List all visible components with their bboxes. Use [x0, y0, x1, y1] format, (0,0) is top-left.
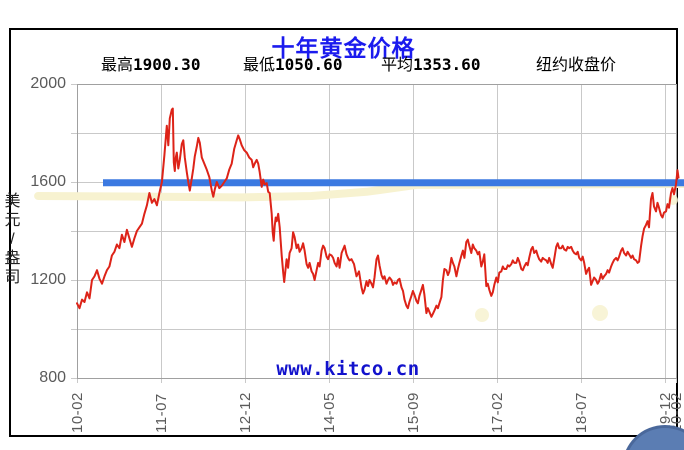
x-tick-label: 12-12: [237, 392, 254, 433]
stat-avg: 平均1353.60: [381, 51, 480, 75]
x-tick-label: 11-07: [153, 393, 170, 433]
x-tick-label: 15-09: [405, 392, 422, 433]
stat-high-label: 最高: [101, 57, 134, 74]
stats-row: 最高1900.30 最低1050.60 平均1353.60 纽约收盘价: [9, 51, 678, 74]
y-axis-unit-char: 美: [4, 193, 21, 210]
y-tick-label: 1600: [30, 173, 66, 190]
y-tick-label: 800: [39, 369, 66, 386]
kitco-watermark: www.kitco.cn: [276, 358, 420, 380]
y-axis-unit-char: 司: [4, 269, 21, 286]
price-type-label: 纽约收盘价: [536, 57, 617, 74]
stat-avg-label: 平均: [381, 57, 414, 74]
stat-low: 最低1050.60: [243, 51, 342, 75]
x-tick-label: 18-07: [573, 392, 590, 433]
x-tick-label: 10-02: [69, 392, 86, 433]
y-axis-unit-label: 美元 / 盎司: [3, 192, 22, 287]
y-tick-label: 1200: [30, 271, 66, 288]
stat-low-label: 最低: [243, 57, 276, 74]
stat-low-value: 1050.60: [275, 55, 343, 74]
chart-title: 十年黄金价格: [271, 35, 416, 61]
stat-high-value: 1900.30: [133, 55, 201, 74]
y-axis-unit-char: 元: [4, 212, 21, 229]
stat-high: 最高1900.30: [101, 51, 200, 75]
x-tick-label: 17-02: [489, 392, 506, 433]
y-axis-unit-char: /: [10, 231, 15, 248]
y-axis-unit-char: 盎: [4, 250, 21, 267]
x-tick-label: 14-05: [321, 392, 338, 433]
y-tick-label: 2000: [30, 75, 66, 92]
stat-avg-value: 1353.60: [413, 55, 481, 74]
